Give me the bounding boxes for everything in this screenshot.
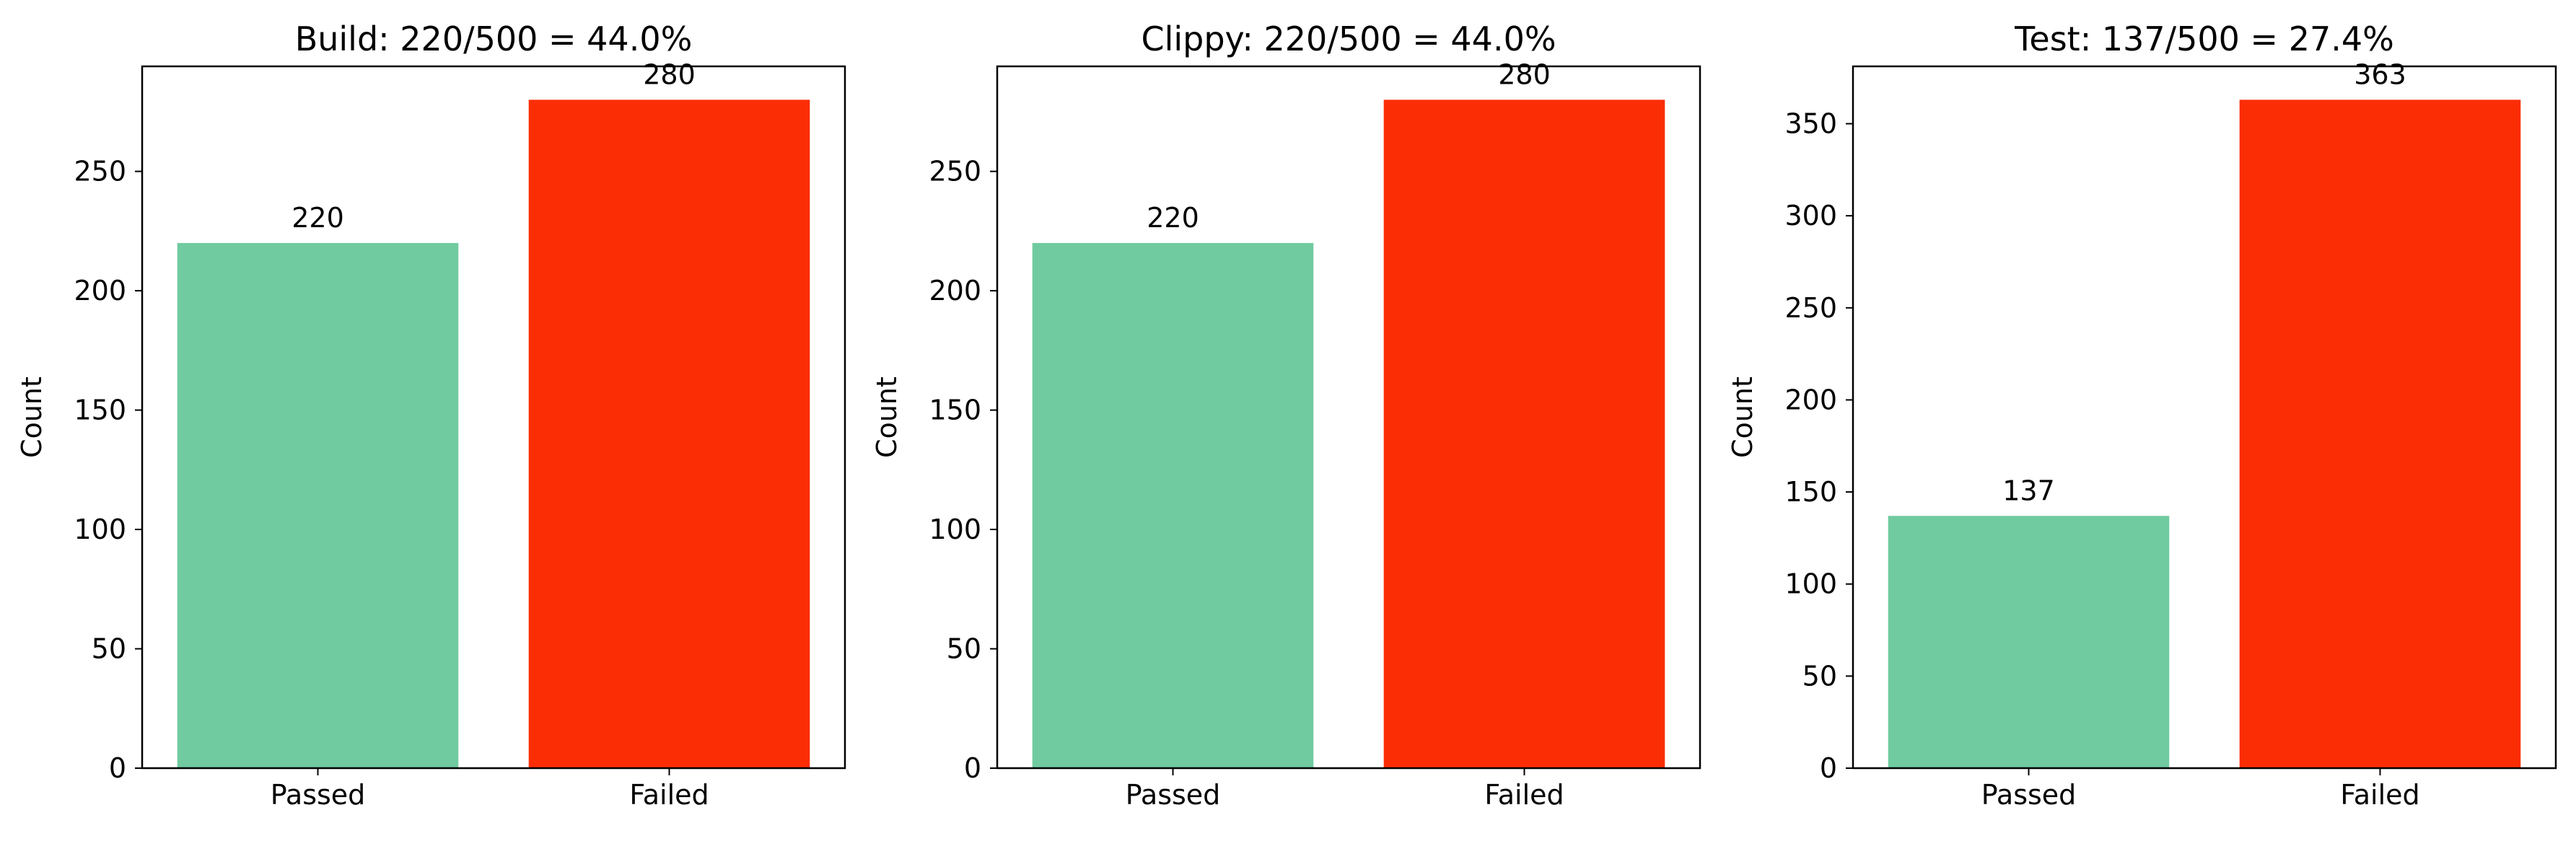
y-tick-label: 0 — [109, 752, 126, 784]
axes-frame — [141, 65, 846, 770]
x-tick-label: Passed — [271, 779, 366, 811]
bar-failed — [1383, 100, 1665, 769]
y-tick-label: 200 — [929, 275, 981, 307]
bar-value-label: 220 — [292, 202, 344, 234]
x-tick-label: Failed — [2340, 779, 2419, 811]
y-axis-label: Count — [871, 377, 903, 458]
y-tick-label: 200 — [74, 275, 126, 307]
chart-title: Clippy: 220/500 = 44.0% — [1141, 19, 1556, 58]
y-tick-label: 250 — [1784, 292, 1837, 324]
y-tick-label: 150 — [1784, 476, 1837, 508]
bar-passed — [1032, 242, 1314, 768]
chart-panel-2: 220 Passed 280 Failed 0 50 100 150 200 250 Clippy:… — [871, 19, 1701, 811]
y-tick-label: 250 — [74, 156, 126, 188]
bar-value-label: 280 — [1498, 58, 1551, 90]
axes-frame — [1852, 65, 2557, 770]
y-tick-label: 250 — [929, 156, 981, 188]
y-tick-label: 50 — [1802, 660, 1837, 692]
y-tick-label: 100 — [74, 514, 126, 545]
chart-title: Build: 220/500 = 44.0% — [295, 19, 693, 58]
chart-title: Test: 137/500 = 27.4% — [2014, 19, 2394, 58]
chart-panel-3: 137 Passed 363 Failed 0 50 100 150 200 250 300 350 T… — [1727, 19, 2557, 811]
x-tick-label: Failed — [1484, 779, 1564, 811]
bar-value-label: 363 — [2354, 58, 2406, 90]
y-tick-label: 50 — [947, 633, 981, 665]
bar-value-label: 137 — [2002, 475, 2055, 506]
y-axis-label: Count — [1727, 377, 1758, 458]
chart-panel-1: 220 Passed 280 Failed 0 50 100 150 200 250 Build: … — [16, 19, 846, 811]
y-tick-label: 0 — [1820, 752, 1837, 784]
axes-frame — [996, 65, 1701, 770]
bar-value-label: 280 — [643, 58, 696, 90]
x-tick-label: Passed — [1126, 779, 1221, 811]
y-tick-label: 300 — [1784, 200, 1837, 232]
y-tick-label: 200 — [1784, 384, 1837, 415]
y-tick-label: 0 — [964, 752, 981, 784]
bar-passed — [177, 242, 459, 768]
x-tick-label: Passed — [1981, 779, 2077, 811]
y-tick-label: 150 — [929, 395, 981, 426]
y-tick-label: 100 — [929, 514, 981, 545]
bar-value-label: 220 — [1147, 202, 1199, 234]
bar-failed — [528, 100, 810, 769]
y-tick-label: 150 — [74, 395, 126, 426]
y-tick-label: 350 — [1784, 108, 1837, 140]
y-tick-label: 50 — [92, 633, 126, 665]
y-axis-label: Count — [16, 377, 48, 458]
bar-failed — [2239, 100, 2521, 769]
x-tick-label: Failed — [629, 779, 709, 811]
y-tick-label: 100 — [1784, 568, 1837, 600]
bar-passed — [1888, 516, 2170, 768]
